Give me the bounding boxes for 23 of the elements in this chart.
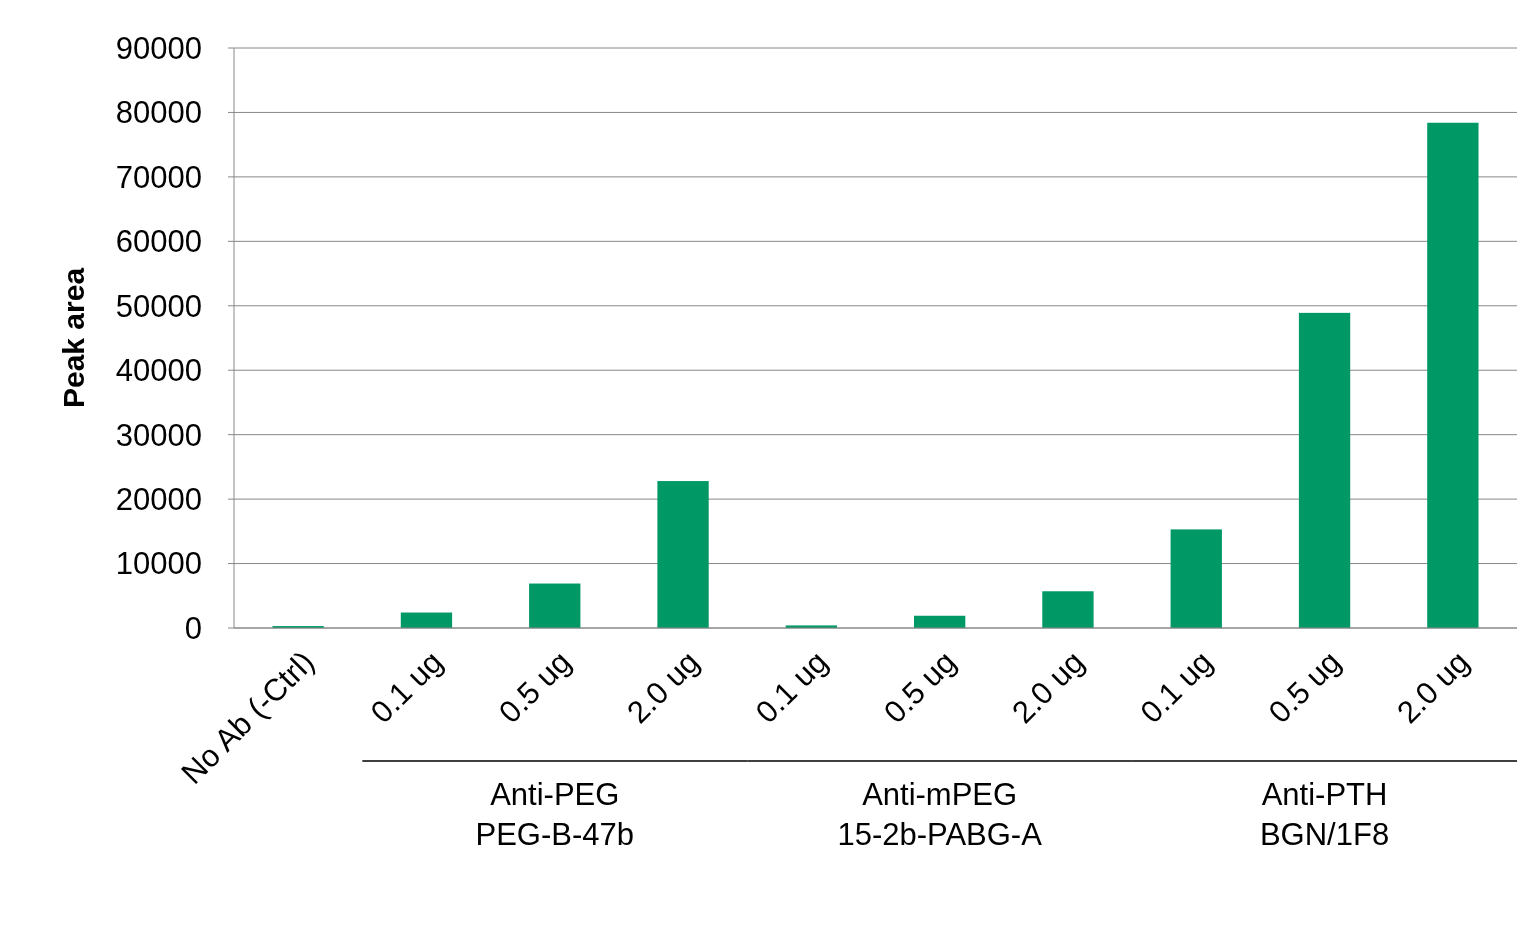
x-tick-label: 0.1 ug <box>1133 644 1220 730</box>
y-tick-label: 80000 <box>115 95 202 131</box>
x-tick-label: 0.5 ug <box>1261 644 1348 730</box>
y-tick-label: 30000 <box>115 417 202 453</box>
x-tick-label: 2.0 ug <box>1005 644 1091 730</box>
y-tick-label: 50000 <box>115 288 202 324</box>
y-tick-label: 40000 <box>115 353 202 389</box>
text: Anti-PEG PEG-B-47b <box>475 777 635 852</box>
x-tick-label: 0.5 ug <box>876 644 963 730</box>
x-tick-label: 0.5 ug <box>492 644 578 730</box>
text: Anti-mPEG 15-2b-PABG-A <box>837 777 1043 852</box>
y-tick-label: 60000 <box>115 224 202 260</box>
y-tick-label: 20000 <box>115 481 202 517</box>
x-tick-label: 2.0 ug <box>620 644 706 730</box>
y-tick-label: 10000 <box>115 546 202 582</box>
y-tick-label: 0 <box>184 610 202 646</box>
x-tick-label: 0.1 ug <box>748 644 835 730</box>
y-tick-label: 90000 <box>115 30 202 66</box>
y-axis-title: Peak area <box>57 267 90 409</box>
text: Anti-PTH BGN/1F8 <box>1259 777 1390 852</box>
x-tick-label: 2.0 ug <box>1390 644 1476 730</box>
x-tick-label: 0.1 ug <box>363 644 450 730</box>
y-tick-label: 70000 <box>115 159 202 195</box>
